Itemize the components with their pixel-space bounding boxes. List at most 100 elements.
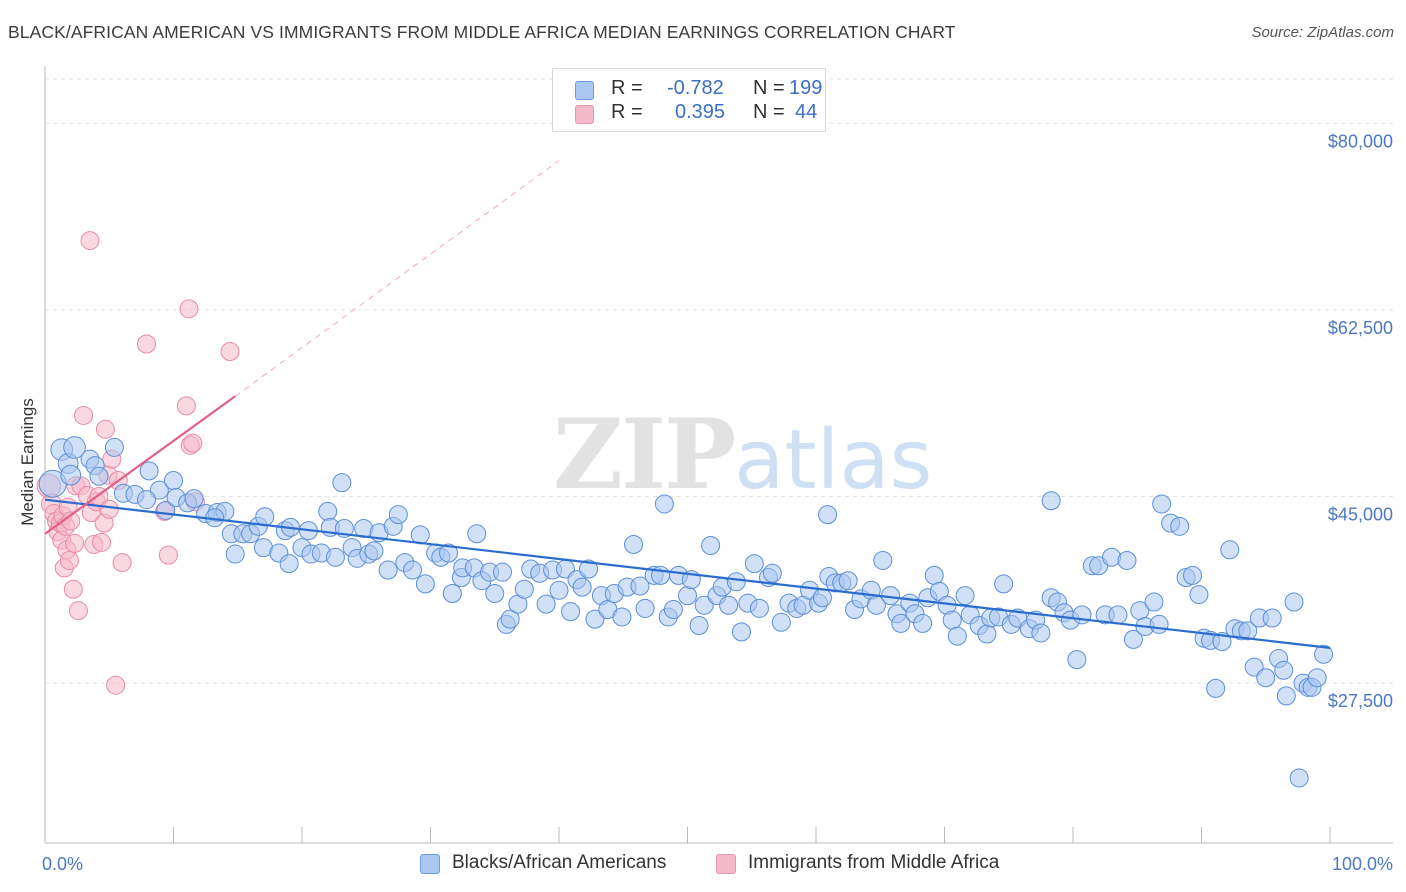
data-point-blacks bbox=[378, 560, 398, 580]
data-point-blacks bbox=[947, 626, 967, 646]
data-point-blacks bbox=[1117, 550, 1137, 570]
data-point-blacks bbox=[744, 554, 764, 574]
data-point-blacks bbox=[364, 541, 384, 561]
data-point-immigrants bbox=[112, 553, 132, 573]
data-point-blacks bbox=[873, 550, 893, 570]
legend-r-value: 0.395 bbox=[675, 101, 726, 123]
axes bbox=[44, 66, 1393, 844]
data-point-blacks bbox=[1276, 686, 1296, 706]
legend-r-label: R = bbox=[611, 77, 643, 99]
data-point-blacks bbox=[1189, 585, 1209, 605]
data-point-blacks bbox=[913, 613, 933, 633]
legend-swatch-pink bbox=[575, 105, 594, 124]
data-point-blacks bbox=[1031, 623, 1051, 643]
data-point-immigrants bbox=[106, 675, 126, 695]
data-point-blacks bbox=[1307, 668, 1327, 688]
data-point-blacks bbox=[184, 489, 204, 509]
watermark-zip: ZIP bbox=[553, 398, 736, 511]
y-tick-label: $80,000 bbox=[1328, 131, 1393, 151]
y-tick-labels: $27,500 $45,000 $62,500 $80,000 bbox=[1328, 131, 1393, 711]
bottom-legend-swatch-pink bbox=[716, 854, 736, 874]
data-point-blacks bbox=[1284, 592, 1304, 612]
data-point-blacks bbox=[1152, 494, 1172, 514]
data-point-blacks bbox=[485, 584, 505, 604]
data-point-blacks bbox=[325, 547, 345, 567]
data-point-blacks bbox=[818, 505, 838, 525]
data-point-immigrants bbox=[179, 299, 199, 319]
data-point-blacks bbox=[1041, 491, 1061, 511]
trend-lines bbox=[44, 160, 1331, 649]
x-tick-labels: 0.0% 100.0% bbox=[42, 854, 1393, 874]
data-point-blacks bbox=[403, 560, 423, 580]
y-axis-label: Median Earnings bbox=[18, 398, 37, 526]
data-point-blacks bbox=[663, 600, 683, 620]
data-point-immigrants bbox=[65, 533, 85, 553]
x-tick-label: 0.0% bbox=[42, 854, 83, 874]
x-tick-label: 100.0% bbox=[1332, 854, 1393, 874]
data-point-blacks bbox=[318, 501, 338, 521]
data-point-blacks bbox=[624, 534, 644, 554]
data-point-blacks bbox=[442, 584, 462, 604]
correlation-legend: R = -0.782 N = 199 R = 0.395 N = 44 bbox=[552, 68, 826, 132]
data-point-blacks bbox=[467, 524, 487, 544]
watermark-atlas: atlas bbox=[734, 413, 933, 508]
data-point-blacks bbox=[654, 494, 674, 514]
data-point-blacks bbox=[719, 595, 739, 615]
data-point-blacks bbox=[1144, 592, 1164, 612]
data-point-blacks bbox=[279, 554, 299, 574]
data-point-immigrants bbox=[63, 579, 83, 599]
data-point-immigrants bbox=[59, 550, 79, 570]
data-point-immigrants bbox=[95, 419, 115, 439]
data-point-blacks bbox=[1220, 540, 1240, 560]
data-point-blacks bbox=[104, 437, 124, 457]
legend-n-label: N = bbox=[753, 101, 785, 123]
data-point-blacks bbox=[139, 461, 159, 481]
data-point-immigrants bbox=[99, 499, 119, 519]
data-point-immigrants bbox=[158, 545, 178, 565]
data-point-blacks bbox=[332, 473, 352, 493]
data-point-immigrants bbox=[137, 334, 157, 354]
trend-line-immigrants bbox=[44, 395, 236, 535]
data-point-immigrants bbox=[68, 601, 88, 621]
legend-n-value: 199 bbox=[789, 77, 823, 99]
data-point-blacks bbox=[1183, 565, 1203, 585]
data-point-blacks bbox=[1274, 660, 1294, 680]
data-point-blacks bbox=[1262, 608, 1282, 628]
data-point-immigrants bbox=[92, 532, 112, 552]
data-point-blacks bbox=[255, 507, 275, 527]
data-point-immigrants bbox=[183, 433, 203, 453]
data-point-blacks bbox=[771, 612, 791, 632]
data-point-blacks bbox=[514, 579, 534, 599]
data-point-blacks bbox=[924, 565, 944, 585]
data-point-blacks bbox=[994, 574, 1014, 594]
data-point-blacks bbox=[1067, 650, 1087, 670]
data-point-immigrants bbox=[176, 396, 196, 416]
legend-swatch-blue bbox=[575, 81, 594, 100]
data-point-blacks bbox=[1289, 768, 1309, 788]
data-point-blacks bbox=[1149, 614, 1169, 634]
data-point-blacks bbox=[977, 624, 997, 644]
data-point-blacks bbox=[812, 588, 832, 608]
trend-line-immigrants-extended bbox=[234, 160, 560, 397]
data-point-blacks bbox=[726, 572, 746, 592]
data-point-blacks bbox=[762, 563, 782, 583]
data-point-blacks bbox=[1170, 516, 1190, 536]
data-point-blacks bbox=[891, 613, 911, 633]
bottom-legend-swatch-blue bbox=[420, 854, 440, 874]
data-point-blacks bbox=[579, 559, 599, 579]
data-point-blacks bbox=[585, 609, 605, 629]
data-point-blacks bbox=[89, 466, 109, 486]
zipatlas-watermark: ZIPatlas bbox=[553, 398, 932, 511]
data-point-blacks bbox=[572, 577, 592, 597]
data-point-blacks bbox=[149, 480, 169, 500]
source-credit: Source: ZipAtlas.com bbox=[1251, 24, 1394, 41]
data-point-blacks bbox=[635, 598, 655, 618]
data-point-immigrants bbox=[80, 231, 100, 251]
data-point-blacks bbox=[536, 594, 556, 614]
data-point-blacks bbox=[678, 586, 697, 606]
data-point-blacks bbox=[1108, 605, 1128, 625]
legend-r-label: R = bbox=[611, 101, 643, 123]
data-point-blacks bbox=[612, 607, 632, 627]
data-point-blacks bbox=[137, 490, 157, 510]
